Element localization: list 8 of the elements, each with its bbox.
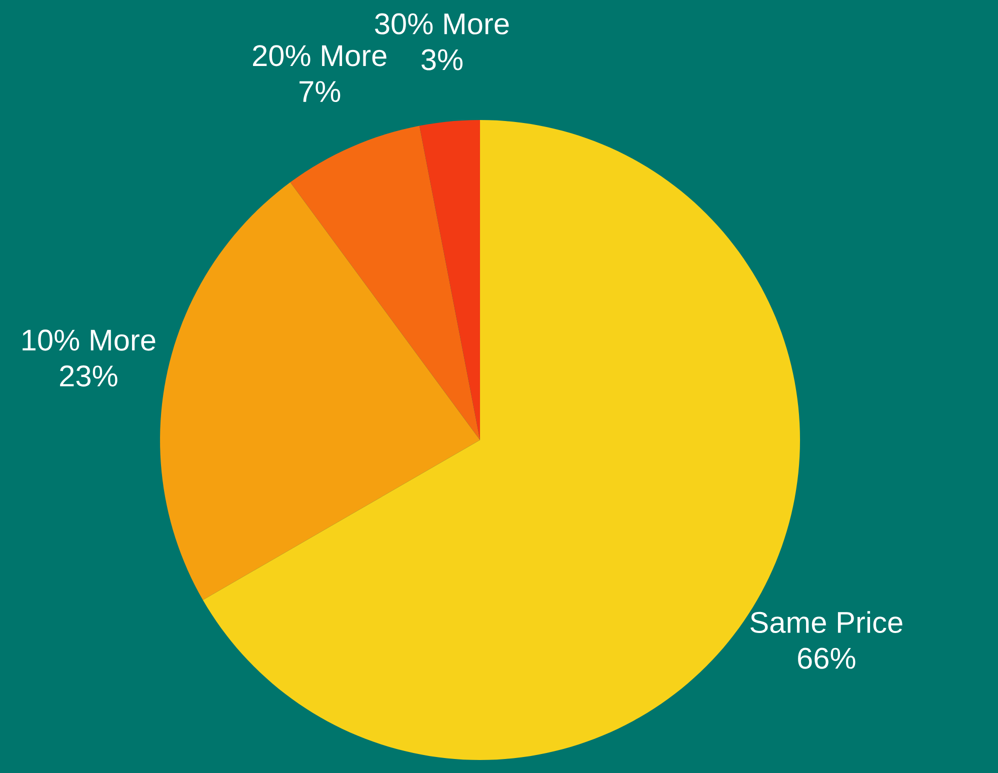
slice-label: Same Price [750,611,902,634]
slice-label: 30% More [375,13,509,34]
data-label: 23% [60,365,118,387]
data-label: 7% [300,81,340,102]
slice-label: 20% More [253,45,386,66]
data-label: 3% [422,49,463,70]
slice-label: 10% More [22,330,156,351]
data-label: 66% [798,648,856,669]
